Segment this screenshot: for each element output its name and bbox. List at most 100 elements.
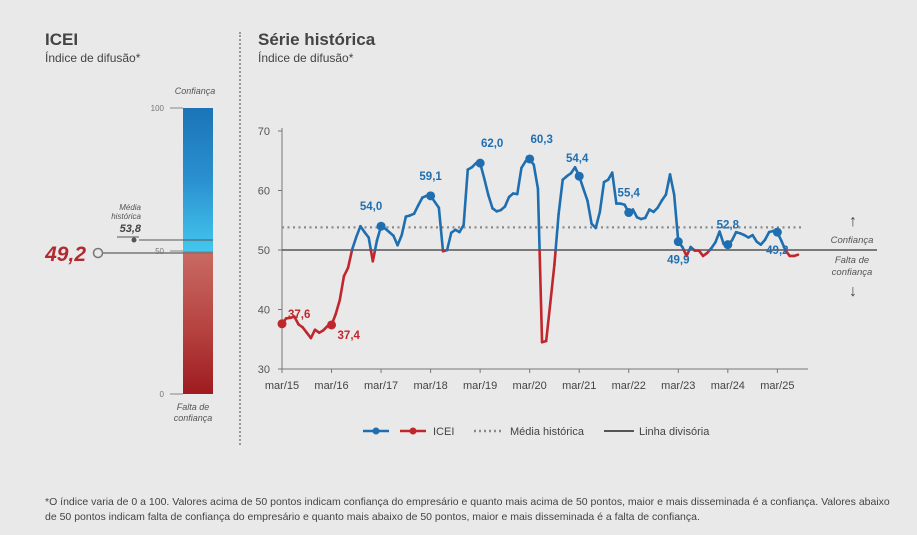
gauge-subtitle: Índice de difusão* <box>45 51 141 65</box>
x-tick-label: mar/23 <box>661 380 695 392</box>
series-segment <box>371 248 377 263</box>
series-segment <box>373 239 379 252</box>
series-segment <box>515 166 523 196</box>
series-segment <box>342 266 350 278</box>
value-label: 60,3 <box>530 134 552 146</box>
side-lack-label-1: Falta de <box>835 255 869 266</box>
value-label: 49,2 <box>766 245 788 257</box>
footnote: *O índice varia de 0 a 100. Valores acim… <box>45 495 905 525</box>
value-label: 54,4 <box>566 153 589 165</box>
series-segment <box>334 298 342 316</box>
series-segment <box>538 248 544 344</box>
series-segment <box>656 199 664 210</box>
series-segment <box>586 199 593 226</box>
side-annotations: ↑ Confiança Falta de confiança ↓ <box>831 213 874 300</box>
series-segment <box>536 187 541 252</box>
series-segment <box>780 239 787 252</box>
up-arrow-icon: ↑ <box>849 213 857 230</box>
legend-divisoria: Linha divisória <box>639 426 710 438</box>
series-segment <box>338 274 346 302</box>
series-point <box>673 237 683 247</box>
gauge-tick-50: 50 <box>155 247 164 256</box>
series-point <box>475 158 485 168</box>
gauge-title: ICEI <box>45 30 79 49</box>
series-segment <box>367 236 373 252</box>
series-segment <box>582 187 589 202</box>
series-segment <box>594 210 602 230</box>
chart-title: Série histórica <box>258 30 376 49</box>
series-segment <box>416 196 424 207</box>
series-segment <box>544 301 552 343</box>
series-point <box>277 319 287 329</box>
legend-blue-dot <box>372 427 380 435</box>
x-tick-label: mar/22 <box>612 380 646 392</box>
side-confidence-label: Confiança <box>831 235 874 246</box>
series-segment <box>355 224 362 239</box>
x-tick-label: mar/21 <box>562 380 596 392</box>
x-tick-label: mar/18 <box>413 380 447 392</box>
gauge-tick-100: 100 <box>151 104 165 113</box>
series-segment <box>664 173 672 196</box>
series-segment <box>458 223 465 234</box>
series-segment <box>610 171 618 205</box>
series-point <box>772 227 782 237</box>
y-tick-label: 70 <box>258 126 270 138</box>
footnote-line-2: de 50 pontos indicam falta de confiança … <box>45 511 700 523</box>
y-axis: 30 40 50 60 70 <box>258 126 270 376</box>
down-arrow-icon: ↓ <box>849 283 857 300</box>
series-points <box>277 154 782 330</box>
legend-red-dot <box>409 427 417 435</box>
series-segment <box>598 180 606 214</box>
series-segment <box>532 163 540 191</box>
y-tick-label: 60 <box>258 186 270 198</box>
gauge-tick-0: 0 <box>160 390 165 399</box>
series-segment <box>631 208 639 219</box>
series-segment <box>503 195 511 208</box>
hist-label-1: Média <box>119 203 141 212</box>
current-value: 49,2 <box>44 243 86 266</box>
series-segment <box>293 315 300 326</box>
value-label: 52,8 <box>717 220 740 232</box>
x-tick-label: mar/25 <box>760 380 794 392</box>
series-segment <box>437 206 445 252</box>
series-segment <box>346 248 354 270</box>
side-lack-label-2: confiança <box>832 267 873 278</box>
series-segment <box>445 231 453 252</box>
chart-subtitle: Índice de difusão* <box>258 51 354 65</box>
series-segment <box>557 178 565 216</box>
panel-divider <box>239 32 241 445</box>
series-segment <box>554 213 560 252</box>
y-tick-label: 50 <box>258 245 270 257</box>
series-segment <box>309 328 317 340</box>
series-segment <box>400 215 408 237</box>
x-tick-label: mar/24 <box>711 380 745 392</box>
legend-icei: ICEI <box>433 426 454 438</box>
value-labels: 37,6 37,4 54,0 59,1 62,0 60,3 54,4 55,4 49,9 52,8… <box>288 134 789 342</box>
series-segment <box>549 262 556 305</box>
series-point <box>723 240 733 250</box>
value-label: 37,4 <box>338 330 361 342</box>
value-label: 54,0 <box>360 201 382 213</box>
series-segment <box>553 248 557 266</box>
series-point <box>624 208 634 218</box>
series-segment <box>763 230 771 242</box>
hist-label-2: histórica <box>111 212 141 221</box>
series-segment <box>482 177 490 197</box>
gauge-bottom-label: Falta de confiança <box>158 402 228 424</box>
y-tick-label: 30 <box>258 364 270 376</box>
series-point <box>574 171 584 181</box>
gauge-bottom-label-2: confiança <box>173 413 213 423</box>
series-segment <box>350 235 358 251</box>
reference-lines <box>282 226 877 251</box>
footnote-line-1: *O índice varia de 0 a 100. Valores acim… <box>45 496 890 508</box>
series-point <box>525 154 535 164</box>
series-point <box>426 191 436 201</box>
value-label: 62,0 <box>481 138 503 150</box>
gauge-annotations: 100 50 0 Média histórica 53,8 49,2 <box>44 104 213 399</box>
series-point <box>327 320 337 330</box>
series-segment <box>718 230 725 246</box>
x-axis: mar/15 mar/16 mar/17 mar/18 mar/19 mar/20 mar/… <box>265 380 795 392</box>
x-tick-label: mar/15 <box>265 380 299 392</box>
x-tick-label: mar/19 <box>463 380 497 392</box>
